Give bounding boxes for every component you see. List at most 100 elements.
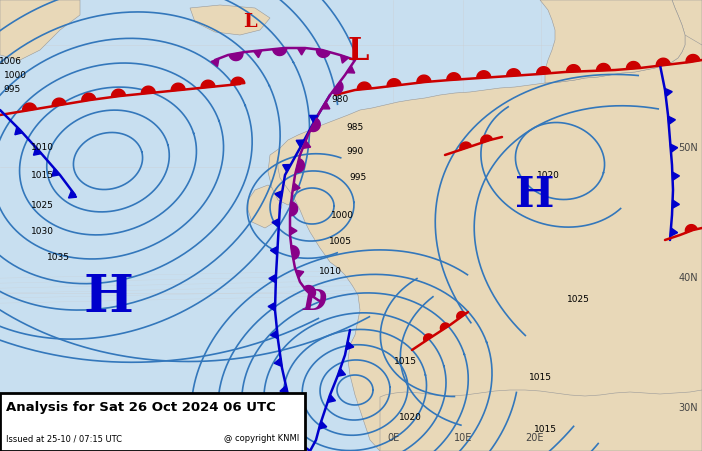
Polygon shape: [620, 0, 702, 45]
Polygon shape: [52, 168, 60, 176]
Polygon shape: [272, 219, 279, 227]
Polygon shape: [298, 48, 306, 55]
Polygon shape: [112, 89, 126, 97]
Polygon shape: [291, 246, 299, 260]
Polygon shape: [319, 421, 326, 429]
Text: H: H: [515, 174, 555, 216]
Polygon shape: [296, 270, 304, 278]
Polygon shape: [274, 358, 282, 366]
Polygon shape: [270, 330, 278, 339]
Polygon shape: [171, 83, 185, 91]
Polygon shape: [295, 440, 303, 448]
Polygon shape: [597, 64, 611, 71]
Text: 1020: 1020: [399, 414, 421, 423]
Polygon shape: [665, 88, 673, 97]
Text: L: L: [347, 37, 369, 68]
Polygon shape: [0, 0, 80, 60]
Polygon shape: [670, 144, 677, 152]
FancyBboxPatch shape: [0, 393, 305, 451]
Text: 1020: 1020: [536, 170, 559, 179]
Polygon shape: [357, 82, 371, 90]
Text: H: H: [83, 272, 133, 323]
Polygon shape: [346, 341, 354, 350]
Polygon shape: [201, 80, 215, 88]
Polygon shape: [270, 247, 277, 255]
Text: L: L: [243, 13, 257, 31]
Polygon shape: [686, 55, 700, 63]
Polygon shape: [460, 142, 472, 150]
Polygon shape: [280, 386, 288, 394]
Text: 0E: 0E: [387, 433, 399, 443]
Polygon shape: [269, 275, 276, 283]
Polygon shape: [15, 127, 22, 135]
Polygon shape: [380, 390, 702, 451]
Text: 1025: 1025: [31, 201, 53, 210]
Text: 10E: 10E: [453, 433, 472, 443]
Text: Issued at 25-10 / 07:15 UTC: Issued at 25-10 / 07:15 UTC: [6, 434, 122, 443]
Polygon shape: [69, 190, 77, 198]
Polygon shape: [34, 147, 41, 155]
Text: 1015: 1015: [529, 373, 552, 382]
Polygon shape: [423, 334, 433, 342]
Polygon shape: [673, 200, 680, 208]
Polygon shape: [387, 79, 401, 87]
Text: 990: 990: [346, 147, 364, 156]
Polygon shape: [310, 118, 320, 132]
Polygon shape: [338, 368, 345, 376]
Polygon shape: [303, 141, 311, 148]
Polygon shape: [141, 86, 155, 94]
Polygon shape: [322, 101, 330, 109]
Polygon shape: [82, 93, 95, 101]
Polygon shape: [536, 67, 550, 74]
Polygon shape: [303, 285, 315, 298]
Polygon shape: [290, 226, 297, 235]
Polygon shape: [540, 0, 685, 83]
Polygon shape: [626, 61, 640, 69]
Polygon shape: [567, 64, 581, 72]
Polygon shape: [668, 116, 675, 124]
Text: @ copyright KNMI: @ copyright KNMI: [224, 434, 299, 443]
Polygon shape: [417, 75, 431, 83]
Text: 995: 995: [4, 86, 20, 95]
Polygon shape: [52, 98, 66, 106]
Polygon shape: [293, 183, 300, 191]
Polygon shape: [670, 228, 677, 236]
Polygon shape: [287, 413, 296, 421]
Polygon shape: [283, 165, 291, 172]
Polygon shape: [290, 202, 298, 216]
Polygon shape: [310, 115, 318, 123]
Polygon shape: [685, 225, 697, 233]
Text: 1000: 1000: [4, 70, 27, 79]
Polygon shape: [447, 73, 461, 80]
Text: 50N: 50N: [678, 143, 698, 153]
Polygon shape: [274, 191, 282, 199]
Polygon shape: [317, 49, 330, 57]
Polygon shape: [278, 0, 702, 451]
Polygon shape: [22, 103, 37, 111]
Polygon shape: [296, 159, 305, 172]
Text: 985: 985: [346, 124, 364, 133]
Text: 40N: 40N: [678, 273, 698, 283]
Polygon shape: [229, 52, 243, 60]
Polygon shape: [328, 395, 336, 402]
Text: 980: 980: [331, 96, 349, 105]
Polygon shape: [347, 66, 355, 73]
Text: 1010: 1010: [30, 143, 53, 152]
Text: 1015: 1015: [30, 170, 53, 179]
Polygon shape: [272, 48, 286, 55]
Text: 20E: 20E: [526, 433, 544, 443]
Polygon shape: [507, 69, 521, 76]
Text: 1025: 1025: [567, 295, 590, 304]
Text: 995: 995: [350, 174, 366, 183]
Polygon shape: [477, 71, 491, 78]
Polygon shape: [253, 51, 262, 58]
Text: 1035: 1035: [46, 253, 69, 262]
Polygon shape: [457, 312, 466, 319]
Text: 1015: 1015: [534, 425, 557, 434]
Text: 1000: 1000: [331, 211, 354, 220]
Text: 1006: 1006: [0, 57, 22, 66]
Text: 1030: 1030: [30, 227, 53, 236]
Polygon shape: [248, 185, 282, 228]
Polygon shape: [231, 77, 245, 85]
Polygon shape: [440, 323, 449, 331]
